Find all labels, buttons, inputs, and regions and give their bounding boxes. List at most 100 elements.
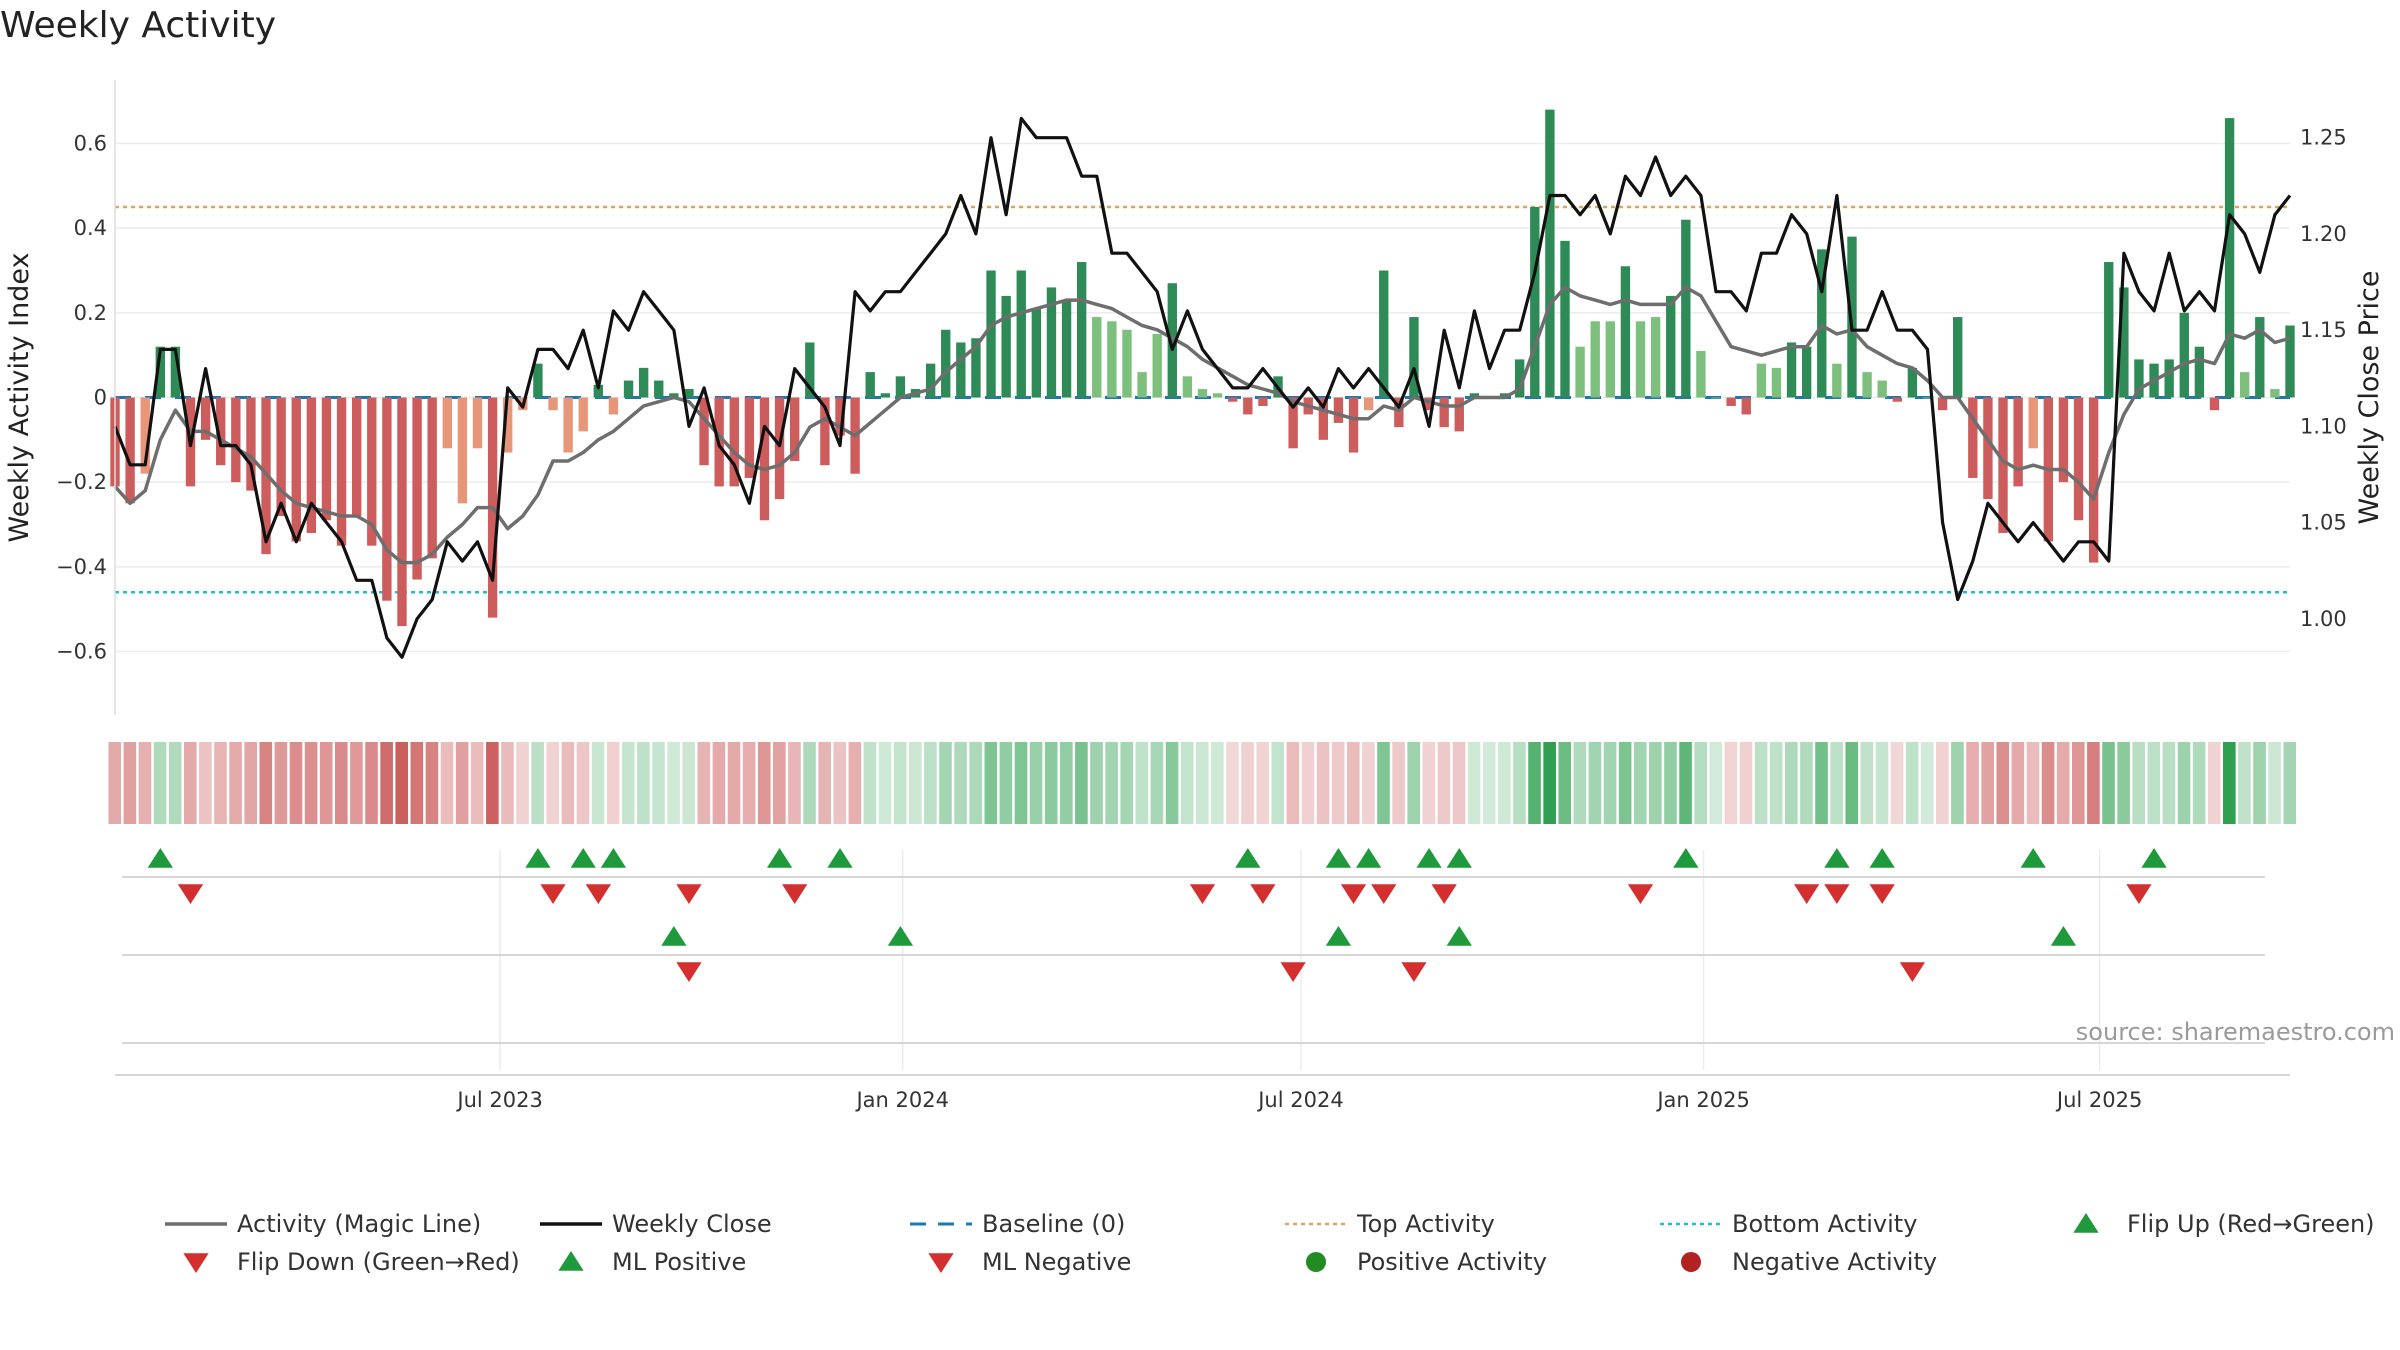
legend-label: Flip Up (Red→Green)	[2127, 1210, 2375, 1238]
heat-strip-cell	[1286, 742, 1300, 824]
activity-bars	[110, 109, 2295, 627]
ml-positive-marker	[1325, 926, 1352, 946]
y2-tick-label: 1.10	[2300, 414, 2347, 438]
heat-strip-cell	[1498, 742, 1511, 824]
heat-strip-cell	[1951, 742, 1964, 824]
series-lines	[113, 116, 2292, 659]
heat-strip-cell	[2087, 742, 2100, 824]
heat-strip-cell	[1679, 742, 1692, 824]
heat-strip-cell	[1362, 742, 1375, 824]
activity-bar	[1817, 249, 1827, 398]
activity-bar	[1182, 376, 1193, 398]
ml-positive-marker	[1446, 926, 1472, 946]
heat-strip-cell	[1649, 742, 1662, 824]
activity-bar	[321, 397, 332, 521]
legend-item: Flip Down (Green→Red)	[183, 1248, 520, 1276]
heat-strip-cell	[1482, 742, 1496, 824]
heat-strip-cell	[924, 742, 937, 824]
heat-strip-cell	[1377, 742, 1390, 824]
legend-item: Top Activity	[1285, 1210, 1495, 1238]
heat-strip-cell	[999, 742, 1013, 824]
y-tick-label: 0	[94, 386, 107, 410]
heat-strip-cell	[2162, 742, 2176, 824]
activity-bar	[1681, 219, 1691, 398]
flip-down-marker	[782, 884, 808, 904]
activity-bar	[170, 346, 181, 398]
activity-bar	[1590, 321, 1600, 398]
heat-strip-cell	[123, 742, 137, 824]
heat-strip-cell	[486, 742, 499, 824]
activity-bar	[1454, 397, 1464, 432]
activity-bar	[155, 346, 165, 398]
y-axis-label: Weekly Activity Index	[4, 253, 35, 543]
activity-bar	[1832, 363, 1842, 398]
activity-bar	[835, 397, 845, 436]
activity-bar	[1620, 266, 1631, 398]
heat-strip-cell	[1543, 742, 1556, 824]
y2-tick-label: 1.25	[2300, 126, 2347, 150]
heat-strip-cell	[1120, 742, 1134, 824]
flip-up-marker	[1416, 848, 1442, 868]
activity-bar	[774, 397, 785, 500]
activity-bar	[759, 397, 770, 521]
activity-bar	[1167, 283, 1177, 398]
ml-positive-marker	[2050, 926, 2077, 946]
activity-bar	[1424, 397, 1434, 411]
activity-bar	[1515, 359, 1525, 398]
legend-swatch	[558, 1251, 584, 1271]
chart-title: Weekly Activity	[0, 5, 277, 46]
heat-strip-cell	[757, 742, 771, 824]
activity-bar	[1726, 397, 1736, 406]
heat-strip-cell	[2056, 742, 2070, 824]
heat-strip-cell	[2268, 742, 2281, 824]
heat-strip-cell	[440, 742, 454, 824]
activity-bar	[351, 397, 362, 517]
activity-bar	[2270, 389, 2280, 398]
legend-label: Baseline (0)	[982, 1210, 1125, 1238]
legend-label: Activity (Magic Line)	[237, 1210, 481, 1238]
heat-strip-cell	[818, 742, 831, 824]
heat-strip-cell	[1150, 742, 1164, 824]
heat-strip-cell	[304, 742, 318, 824]
y2-tick-label: 1.00	[2300, 607, 2347, 631]
activity-bar	[2028, 397, 2038, 449]
heat-strip-cell	[2071, 742, 2085, 824]
activity-bar	[654, 380, 664, 398]
activity-bar	[925, 363, 936, 398]
heat-strip-cell	[153, 742, 167, 824]
activity-bar	[1499, 393, 1510, 398]
heat-strip-cell	[1271, 742, 1285, 824]
reference-lines	[115, 205, 2290, 594]
heat-strip-cell	[727, 742, 741, 824]
activity-bar	[1318, 397, 1329, 440]
heat-strip-cell	[954, 742, 967, 824]
flip-up-marker	[147, 848, 173, 868]
heat-strip-cell	[1633, 742, 1647, 824]
activity-bar	[140, 397, 150, 474]
legend-label: Positive Activity	[1357, 1248, 1547, 1276]
activity-bar	[1363, 397, 1374, 411]
activity-bar	[1756, 363, 1767, 398]
heat-strip-cell	[1573, 742, 1587, 824]
heat-strip-cell	[561, 742, 575, 824]
activity-bar	[971, 338, 981, 398]
flip-down-marker	[676, 884, 702, 904]
activity-bar	[805, 342, 815, 398]
heat-strip-cell	[516, 742, 529, 824]
heat-strip-cell	[1754, 742, 1768, 824]
heat-strip-cell	[576, 742, 590, 824]
heat-strip-cell	[199, 742, 212, 824]
flip-up-marker	[2020, 848, 2046, 868]
activity-bar	[2058, 397, 2069, 483]
activity-bar	[699, 397, 709, 466]
activity-bar	[442, 397, 452, 449]
activity-bar	[865, 372, 875, 398]
heat-strip-cell	[833, 742, 847, 824]
y-tick-label: −0.4	[56, 555, 107, 579]
flip-up-marker	[1869, 848, 1895, 868]
heat-strip-cell	[1226, 742, 1239, 824]
activity-bar	[1801, 346, 1812, 398]
legend: Activity (Magic Line) Weekly Close Baselin…	[165, 1210, 2375, 1276]
heat-strip-cell	[138, 742, 152, 824]
